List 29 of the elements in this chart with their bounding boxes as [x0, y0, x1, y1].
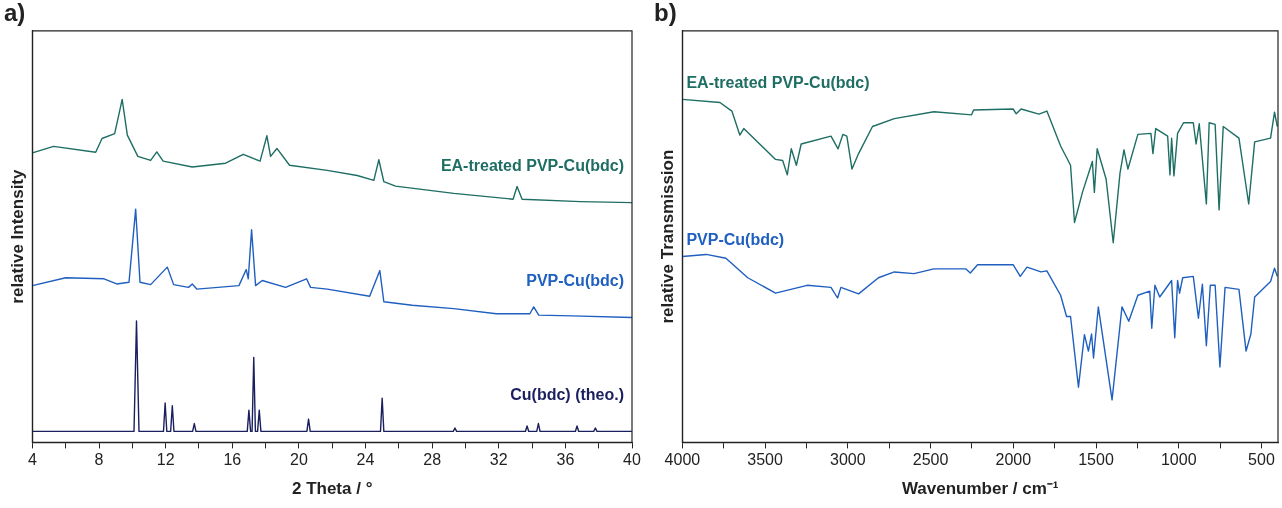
- x-tick-label: 4000: [664, 451, 701, 469]
- x-tick-label: 500: [1248, 451, 1275, 469]
- chart-title: a): [4, 0, 26, 27]
- x-axis-title: Wavenumber / cm⁻¹: [901, 479, 1059, 499]
- x-tick-label: 12: [156, 451, 175, 469]
- x-axis-title: 2 Theta / °: [291, 479, 373, 499]
- x-tick-label: 40: [623, 451, 641, 469]
- x-tick-label: 28: [423, 451, 442, 469]
- x-tick-label: 8: [94, 451, 104, 469]
- series-label: Cu(bdc) (theo.): [510, 385, 624, 403]
- series-label: EA-treated PVP-Cu(bdc): [686, 73, 870, 91]
- chart-title: b): [654, 0, 677, 27]
- series-label: PVP-Cu(bdc): [526, 271, 624, 289]
- x-tick-label: 36: [556, 451, 575, 469]
- x-tick-label: 3000: [830, 451, 866, 469]
- x-tick-label: 16: [223, 451, 242, 469]
- series-label: PVP-Cu(bdc): [686, 230, 785, 248]
- y-axis-title: relative Intensity: [7, 168, 27, 304]
- x-tick-label: 24: [356, 451, 375, 469]
- x-tick-label: 1000: [1160, 451, 1197, 469]
- x-tick-label: 3500: [747, 451, 784, 469]
- x-tick-label: 2000: [995, 451, 1032, 469]
- x-tick-label: 32: [489, 451, 508, 469]
- series-label: EA-treated PVP-Cu(bdc): [440, 157, 624, 175]
- x-tick-label: 20: [289, 451, 308, 469]
- y-axis-title: relative Transmission: [657, 149, 677, 324]
- x-tick-label: 2500: [912, 451, 949, 469]
- x-tick-label: 1500: [1078, 451, 1114, 469]
- x-tick-label: 4: [27, 451, 37, 469]
